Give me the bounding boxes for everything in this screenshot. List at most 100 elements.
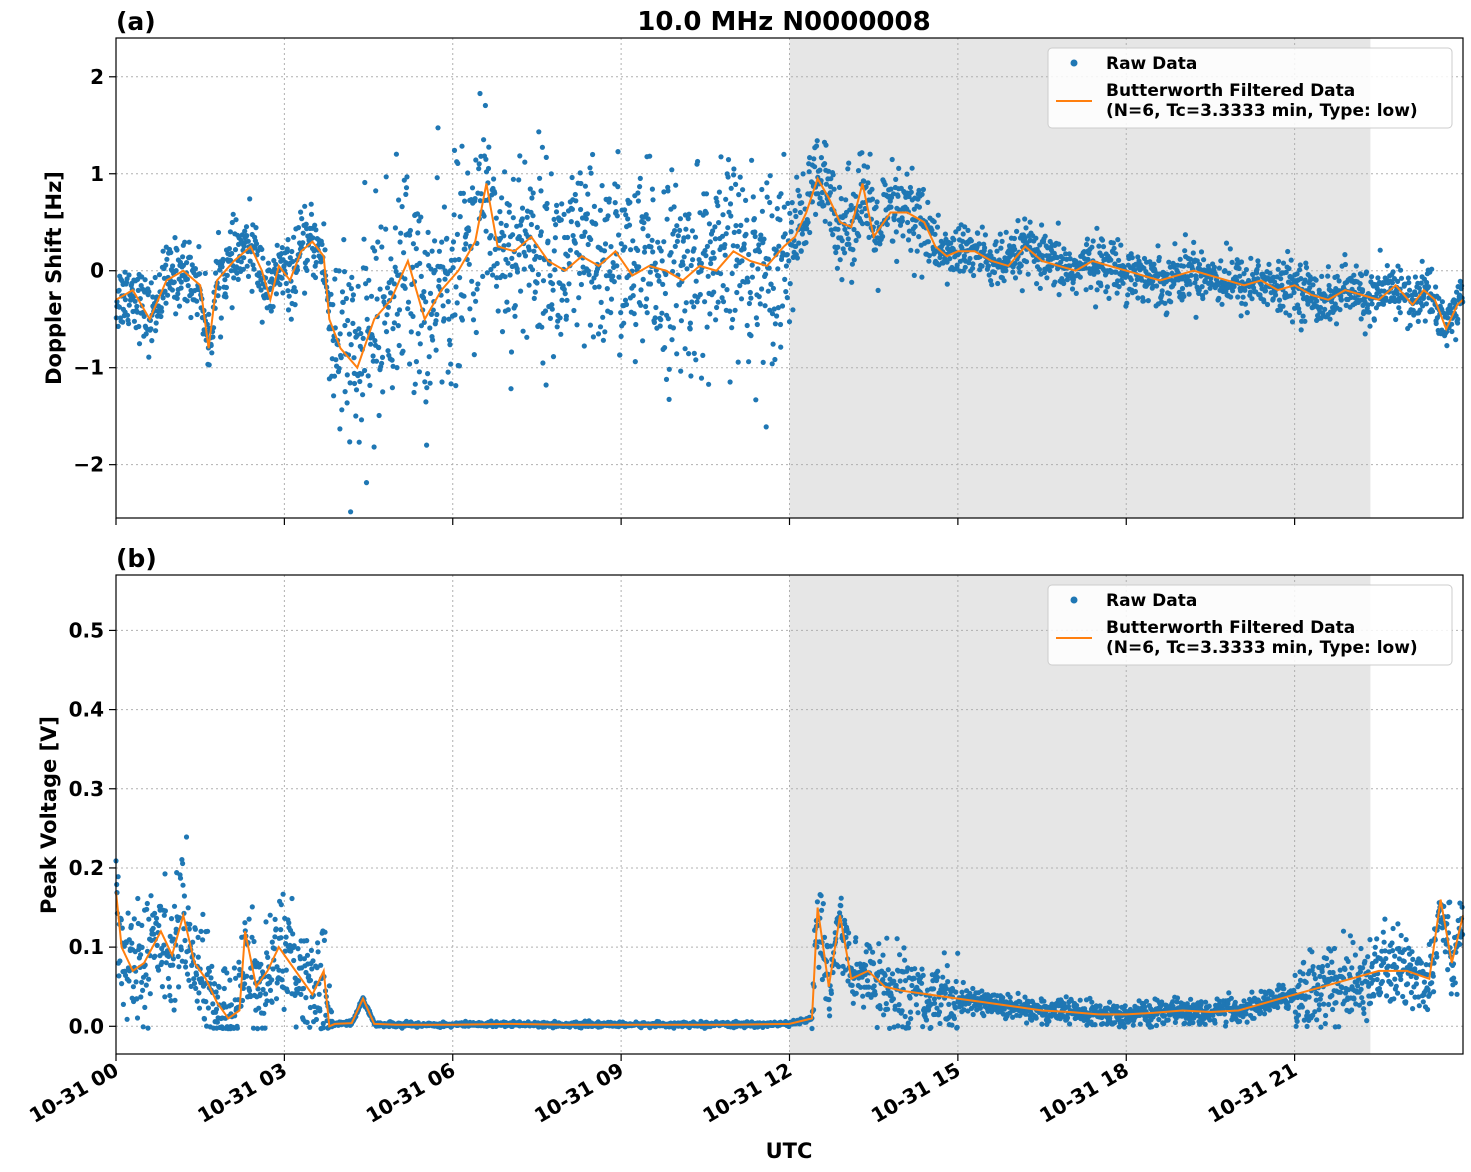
raw-point [436,277,442,283]
raw-point [596,284,602,290]
raw-point [674,238,681,244]
raw-point [337,331,343,337]
raw-point [827,221,833,227]
raw-point [231,275,237,281]
raw-point [749,262,755,268]
raw-point [251,938,257,945]
raw-point [178,285,184,291]
raw-point [129,940,135,946]
raw-point [125,910,131,916]
raw-point [1091,271,1097,277]
raw-point [827,1013,833,1019]
raw-point [543,154,549,160]
raw-point [286,920,292,926]
raw-point [656,278,662,284]
raw-point [912,966,918,972]
raw-point [817,195,823,201]
raw-point [501,233,507,239]
raw-point [1371,317,1377,323]
raw-point [168,916,175,922]
raw-point [736,192,742,198]
raw-point [660,281,666,287]
raw-point [260,986,266,993]
raw-point [650,249,656,255]
raw-point [446,316,452,322]
raw-point [322,247,328,253]
raw-point [228,257,234,263]
raw-point [184,260,190,266]
raw-point [136,323,142,330]
raw-point [167,933,173,940]
raw-point [962,264,968,270]
raw-point [453,284,459,290]
raw-point [134,303,140,309]
raw-point [181,893,187,899]
raw-point [669,337,675,343]
raw-point [260,255,266,261]
raw-point [296,978,302,984]
raw-point [1093,304,1099,310]
raw-point [558,331,564,337]
raw-point [245,238,251,244]
raw-point [278,927,284,933]
raw-point [753,397,759,403]
raw-point [1377,247,1383,253]
raw-point [591,203,598,209]
raw-point [888,204,894,210]
raw-point [833,249,839,256]
raw-point [1447,302,1453,308]
raw-point [597,324,604,330]
raw-point [1192,280,1198,286]
raw-point [130,984,136,990]
raw-point [663,271,669,278]
raw-point [784,252,790,258]
raw-point [1310,282,1316,288]
raw-point [840,963,846,969]
raw-point [828,227,834,233]
raw-point [670,325,677,331]
raw-point [242,228,248,234]
raw-point [931,219,937,225]
raw-point [118,917,124,923]
raw-point [146,354,152,360]
raw-point [466,227,472,234]
raw-point [805,219,811,225]
raw-point [454,300,460,306]
raw-point [186,239,192,245]
raw-point [994,248,1000,254]
raw-point [680,262,686,268]
raw-point [657,323,663,329]
raw-point [247,258,253,264]
raw-point [155,967,162,973]
raw-point [373,358,380,364]
raw-point [1429,266,1435,272]
raw-point [242,920,248,926]
raw-point [734,289,740,296]
raw-point [839,277,845,283]
raw-point [457,214,463,220]
raw-point [173,311,179,317]
raw-point [1182,248,1188,254]
raw-point [632,359,638,365]
raw-point [188,983,194,990]
raw-point [297,956,303,962]
raw-point [373,188,379,194]
raw-point [170,263,176,269]
raw-point [1222,268,1228,274]
raw-point [1305,301,1311,307]
raw-point [1343,302,1349,308]
raw-point [942,990,948,996]
raw-point [216,984,222,990]
raw-point [360,392,366,398]
raw-point [288,316,294,322]
raw-point [209,350,215,356]
raw-point [391,281,397,287]
raw-point [385,304,391,310]
raw-point [539,324,545,330]
raw-point [1056,292,1062,298]
raw-point [243,224,250,230]
raw-point [799,200,805,206]
raw-point [317,1008,323,1014]
raw-point [663,376,670,382]
raw-point [982,232,989,238]
